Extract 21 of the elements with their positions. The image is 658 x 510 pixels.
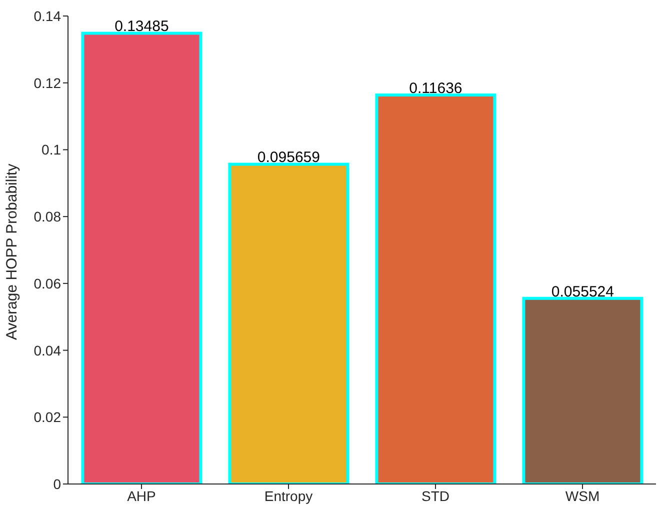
y-axis-title: Average HOPP Probability: [3, 163, 20, 340]
bar: [81, 32, 202, 484]
x-tick-label: WSM: [565, 488, 600, 504]
bar: [522, 296, 644, 484]
bar: [228, 162, 350, 484]
data-label: 0.095659: [257, 149, 320, 166]
y-tick-label: 0.06: [34, 275, 62, 292]
y-tick-label: 0.1: [42, 142, 62, 158]
y-tick-label: 0: [53, 476, 62, 492]
y-tick-label: 0.02: [34, 409, 62, 426]
y-tick-label: 0.08: [34, 208, 62, 225]
data-label: 0.055524: [551, 283, 614, 300]
y-tick-label: 0.12: [34, 74, 62, 91]
x-tick-label: Entropy: [264, 488, 313, 504]
data-label: 0.13485: [114, 18, 169, 36]
x-tick-label: STD: [422, 488, 450, 504]
y-tick-label: 0.04: [34, 342, 62, 358]
bar: [375, 94, 496, 484]
y-tick-label: 0.14: [34, 8, 62, 24]
x-tick-label: AHP: [127, 488, 156, 504]
data-label: 0.11636: [409, 80, 462, 98]
